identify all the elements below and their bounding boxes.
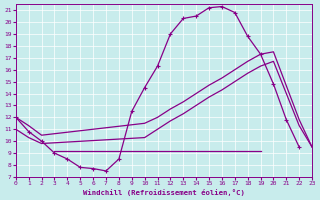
X-axis label: Windchill (Refroidissement éolien,°C): Windchill (Refroidissement éolien,°C) <box>83 189 245 196</box>
